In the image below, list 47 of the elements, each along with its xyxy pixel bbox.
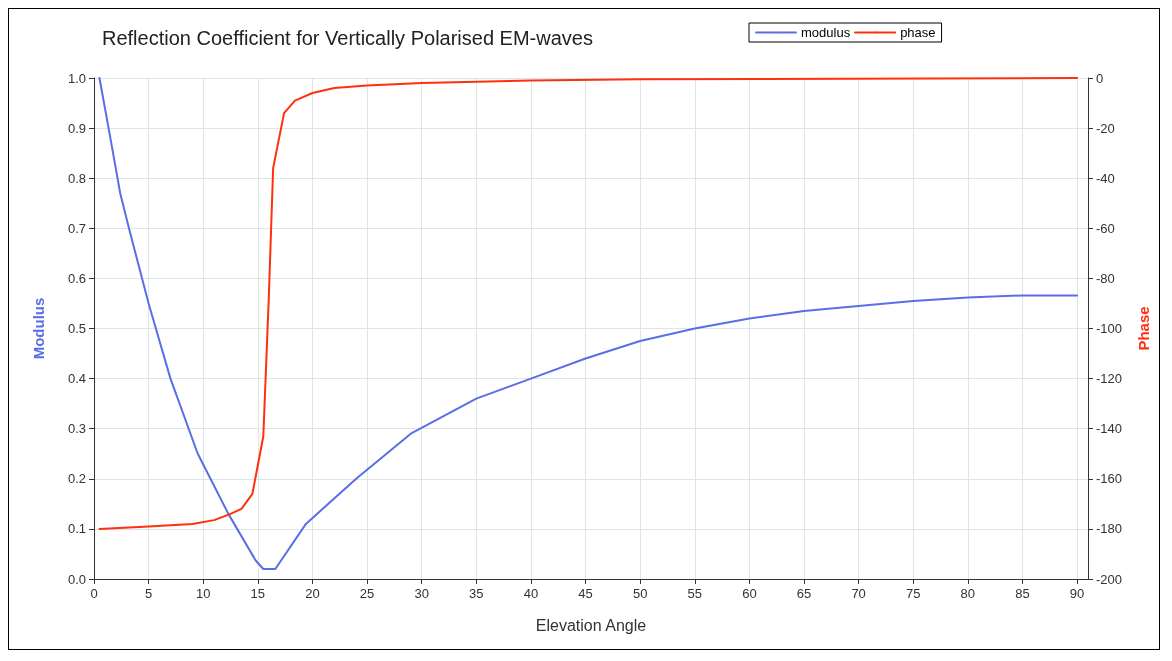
y2-tick-label: -80	[1096, 270, 1115, 286]
x-tick-label: 0	[90, 586, 98, 601]
chart-title: Reflection Coefficient for Vertically Polarised EM-waves	[102, 27, 593, 49]
y-tick-label: 0.5	[67, 321, 86, 336]
x-tick-label: 65	[796, 586, 812, 601]
y2-tick-label: -180	[1096, 521, 1123, 537]
y-axis-title: Modulus	[30, 297, 47, 360]
x-tick-label: 85	[1015, 586, 1030, 601]
x-tick-label: 80	[960, 586, 976, 601]
y2-tick-label: -40	[1096, 170, 1115, 186]
x-tick-label: 45	[578, 586, 593, 601]
y-tick-label: 0.4	[67, 371, 86, 387]
y-tick-label: 0.6	[67, 270, 86, 286]
y2-tick-label: 0	[1096, 70, 1104, 86]
y-tick-label: 0.2	[67, 471, 86, 487]
y-tick-label: 0.8	[67, 170, 86, 186]
y2-tick-label: -100	[1096, 321, 1123, 336]
y2-tick-label: -20	[1096, 120, 1115, 136]
x-tick-label: 30	[414, 586, 429, 601]
x-tick-label: 5	[145, 586, 153, 601]
x-tick-label: 10	[196, 586, 211, 601]
x-tick-label: 70	[851, 586, 866, 601]
y-tick-label: 0.0	[67, 571, 86, 587]
x-tick-label: 25	[359, 586, 375, 601]
y2-tick-label: -120	[1096, 371, 1123, 387]
y-tick-label: 0.1	[67, 521, 86, 537]
y-tick-label: 1.0	[67, 70, 86, 86]
x-tick-label: 35	[469, 586, 484, 601]
x-axis-title: Elevation Angle	[535, 616, 647, 634]
x-tick-label: 20	[305, 586, 320, 601]
x-tick-label: 55	[687, 586, 702, 601]
x-tick-label: 50	[632, 586, 648, 601]
y-tick-label: 0.3	[67, 421, 86, 437]
y2-axis-title: Phase	[1135, 306, 1152, 351]
y2-tick-label: -160	[1096, 471, 1123, 487]
x-tick-label: 75	[906, 586, 921, 601]
y2-tick-label: -60	[1096, 220, 1115, 236]
y-tick-label: 0.9	[67, 120, 86, 136]
y2-tick-label: -200	[1096, 571, 1123, 587]
legend-label: modulus	[801, 25, 851, 40]
x-tick-label: 40	[523, 586, 539, 601]
y2-tick-label: -140	[1096, 421, 1123, 437]
legend-label: phase	[900, 25, 936, 40]
x-tick-label: 90	[1069, 586, 1085, 601]
x-tick-label: 15	[250, 586, 266, 601]
y-tick-label: 0.7	[67, 220, 86, 236]
x-tick-label: 60	[742, 586, 757, 601]
